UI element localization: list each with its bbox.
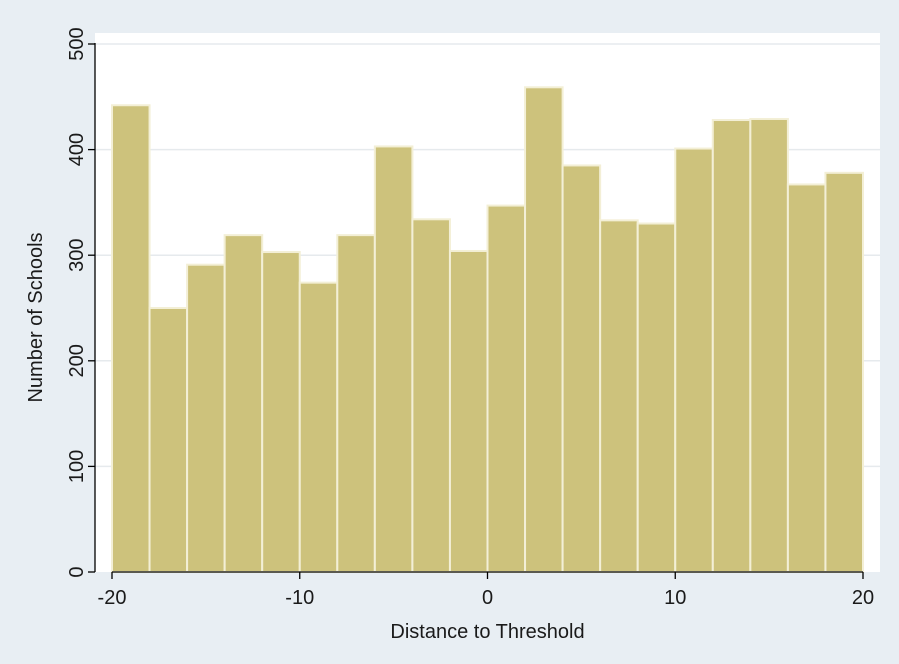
- x-axis-label: Distance to Threshold: [390, 621, 584, 643]
- bar-10: [486, 204, 527, 573]
- bar-9: [448, 249, 489, 573]
- bar-6: [336, 234, 376, 574]
- bar-8: [411, 218, 451, 574]
- x-tick-label: 0: [482, 587, 493, 609]
- bar-7: [373, 145, 414, 573]
- x-ticks: -20 -10 0 10 20: [98, 572, 874, 609]
- y-tick-label: 0: [66, 566, 88, 577]
- bar-5: [298, 281, 339, 573]
- y-tick-label: 200: [66, 344, 88, 377]
- y-axis-label: Number of Schools: [25, 232, 47, 402]
- x-tick-label: 10: [664, 587, 686, 609]
- bar-12: [561, 164, 602, 573]
- x-tick-label: 20: [852, 587, 874, 609]
- y-ticks: 0 100 200 300 400 500: [66, 27, 95, 578]
- bar-11: [524, 86, 564, 574]
- bar-16: [711, 119, 752, 573]
- y-tick-label: 500: [66, 27, 88, 60]
- bar-4: [261, 251, 301, 573]
- x-tick-label: -20: [98, 587, 127, 609]
- x-tick-label: -10: [285, 587, 314, 609]
- y-tick-label: 300: [66, 239, 88, 272]
- bars: [111, 86, 865, 574]
- y-tick-label: 400: [66, 133, 88, 166]
- bar-0: [111, 104, 151, 574]
- y-tick-label: 100: [66, 450, 88, 483]
- bar-14: [636, 222, 677, 574]
- bar-2: [186, 263, 226, 573]
- bar-3: [223, 234, 264, 574]
- bar-19: [824, 171, 865, 573]
- bar-18: [786, 183, 827, 573]
- bar-13: [599, 219, 639, 574]
- bar-1: [148, 307, 189, 573]
- bar-17: [749, 117, 789, 573]
- bar-15: [674, 147, 714, 573]
